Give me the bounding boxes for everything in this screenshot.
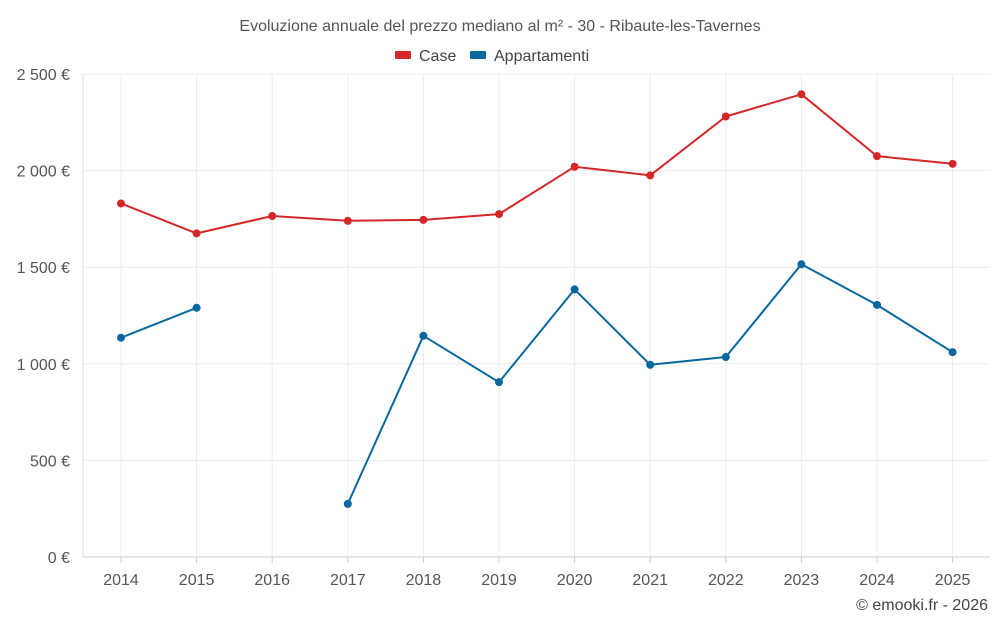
grid <box>83 73 990 558</box>
legend-item-appartamenti[interactable]: Appartamenti <box>470 48 589 65</box>
data-point-appartamenti[interactable] <box>797 260 806 269</box>
data-point-case[interactable] <box>948 159 957 168</box>
data-point-appartamenti[interactable] <box>343 499 352 508</box>
series-group <box>117 90 957 508</box>
data-point-case[interactable] <box>721 112 730 121</box>
legend-swatch-case <box>395 51 411 59</box>
x-tick-label: 2021 <box>632 572 668 589</box>
data-point-case[interactable] <box>646 171 655 180</box>
series-line-case <box>120 93 953 235</box>
legend-swatch-appartamenti <box>470 51 486 59</box>
y-tick-label: 0 € <box>48 550 70 567</box>
y-axis: 0 € 500 € 1 000 € 1 500 € 2 000 € 2 500 € <box>17 67 84 567</box>
data-point-appartamenti[interactable] <box>646 360 655 369</box>
x-tick-label: 2014 <box>103 572 139 589</box>
credit-text: © emooki.fr - 2026 <box>856 597 988 614</box>
y-tick-label: 1 500 € <box>17 260 70 277</box>
data-point-case[interactable] <box>797 90 806 99</box>
data-point-appartamenti[interactable] <box>570 285 579 294</box>
data-point-case[interactable] <box>117 199 125 208</box>
x-tick-label: 2017 <box>330 572 366 589</box>
x-tick-label: 2020 <box>557 572 593 589</box>
y-tick-label: 2 500 € <box>17 67 70 84</box>
data-point-case[interactable] <box>268 212 277 221</box>
data-point-appartamenti[interactable] <box>495 378 503 387</box>
x-tick-label: 2019 <box>481 572 517 589</box>
series-line-appartamenti <box>120 306 197 339</box>
x-tick-label: 2024 <box>859 572 895 589</box>
data-point-appartamenti[interactable] <box>873 300 881 309</box>
x-tick-label: 2022 <box>708 572 744 589</box>
series-case <box>117 90 957 238</box>
data-point-case[interactable] <box>873 152 881 161</box>
data-point-case[interactable] <box>419 215 428 224</box>
series-appartamenti <box>117 260 957 508</box>
x-tick-label: 2016 <box>254 572 290 589</box>
y-tick-label: 1 000 € <box>17 357 70 374</box>
legend-label-appartamenti: Appartamenti <box>494 48 589 65</box>
data-point-case[interactable] <box>495 210 503 219</box>
data-point-case[interactable] <box>192 229 201 238</box>
x-axis: 2014 2015 2016 2017 2018 2019 2020 2021 2022 2023… <box>103 557 970 589</box>
x-tick-label: 2023 <box>784 572 820 589</box>
legend-label-case: Case <box>419 48 456 65</box>
data-point-appartamenti[interactable] <box>419 331 428 340</box>
data-point-appartamenti[interactable] <box>192 303 201 312</box>
legend-item-case[interactable]: Case <box>395 48 456 65</box>
legend: Case Appartamenti <box>395 48 589 65</box>
x-tick-label: 2018 <box>406 572 442 589</box>
chart-title: Evoluzione annuale del prezzo mediano al… <box>239 18 760 35</box>
x-tick-label: 2025 <box>935 572 971 589</box>
y-tick-label: 2 000 € <box>17 164 70 181</box>
data-point-case[interactable] <box>343 216 352 225</box>
x-tick-label: 2015 <box>179 572 215 589</box>
y-tick-label: 500 € <box>30 453 70 470</box>
data-point-appartamenti[interactable] <box>948 348 957 357</box>
data-point-appartamenti[interactable] <box>117 333 125 342</box>
data-point-appartamenti[interactable] <box>721 353 730 362</box>
data-point-case[interactable] <box>570 162 579 171</box>
